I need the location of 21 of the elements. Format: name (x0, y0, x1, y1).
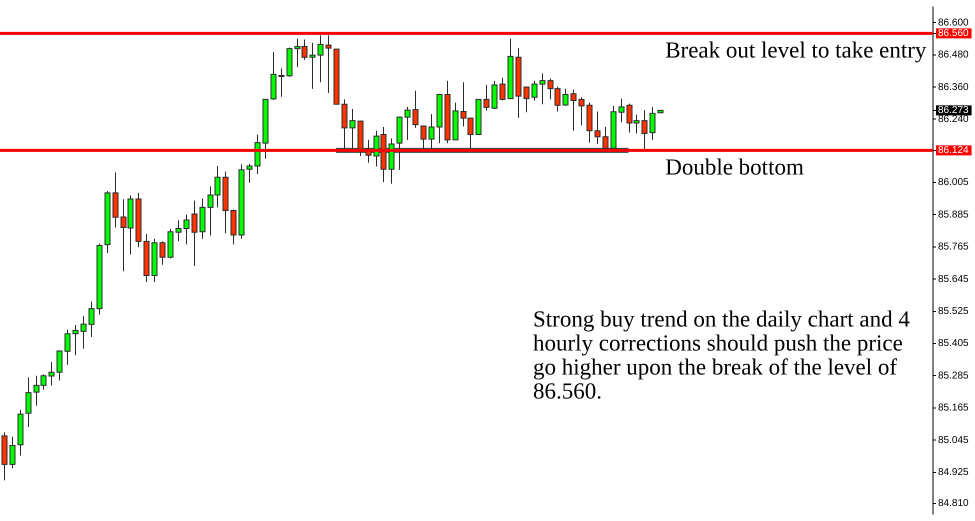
y-tick-label: 85.885 (938, 209, 970, 220)
y-tick-label: 84.810 (938, 498, 970, 510)
y-tick-label: 86.273 (938, 105, 970, 116)
ref-line-label: Break out level to take entry (665, 37, 927, 62)
y-tick-label: 86.600 (938, 17, 970, 28)
y-tick-label: 85.045 (938, 434, 970, 446)
y-tick-label: 85.765 (938, 242, 970, 253)
y-tick-label: 86.005 (938, 177, 970, 188)
y-tick-label: 85.165 (938, 402, 970, 414)
y-tick-label: 86.480 (938, 50, 970, 61)
y-tick-label: 85.405 (938, 338, 970, 350)
y-tick-label: 85.645 (938, 274, 970, 285)
y-tick-label: 86.360 (938, 82, 970, 93)
y-tick-label: 86.124 (938, 145, 970, 156)
y-tick-label: 85.525 (938, 306, 970, 318)
y-tick-label: 86.240 (938, 114, 970, 125)
y-tick-label: 84.925 (938, 467, 970, 478)
ref-line-label: Double bottom (665, 154, 804, 180)
annotation: Strong buy trend on the daily chart and 4 hourly corrections should push the price go higher upon the break of the level of 86.560. (533, 306, 910, 404)
y-tick-label: 86.560 (938, 28, 970, 40)
y-tick-label: 85.285 (938, 370, 970, 382)
